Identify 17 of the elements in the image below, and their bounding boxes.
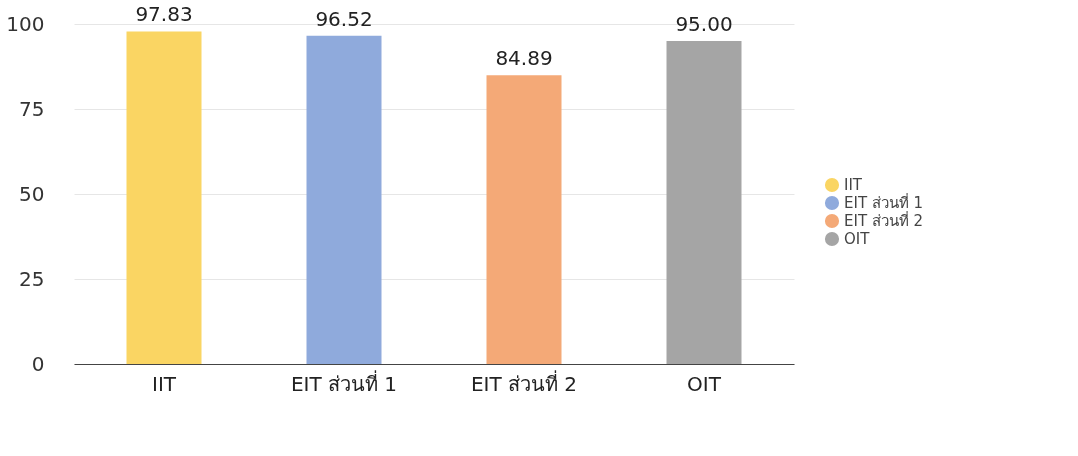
data-label: 95.00 <box>675 12 733 36</box>
data-label: 97.83 <box>135 2 193 27</box>
y-tick-label: 100 <box>6 11 45 36</box>
x-tick-label: IIT <box>151 371 177 396</box>
data-label: 84.89 <box>495 46 553 71</box>
y-tick-label: 75 <box>19 96 45 121</box>
y-tick-label: 0 <box>31 351 45 376</box>
legend-label: EIT ส่วนที่ 2 <box>844 210 924 230</box>
x-tick-label: OIT <box>687 371 722 396</box>
y-tick-label: 50 <box>19 181 45 206</box>
y-tick-label: 25 <box>19 266 45 291</box>
legend-label: IIT <box>844 176 863 194</box>
data-label: 96.52 <box>315 6 373 31</box>
x-tick-label: EIT ส่วนที่ 1 <box>290 369 398 396</box>
legend-label: EIT ส่วนที่ 1 <box>844 192 924 212</box>
x-tick-label: EIT ส่วนที่ 2 <box>470 369 578 396</box>
legend-label: OIT <box>844 230 871 248</box>
